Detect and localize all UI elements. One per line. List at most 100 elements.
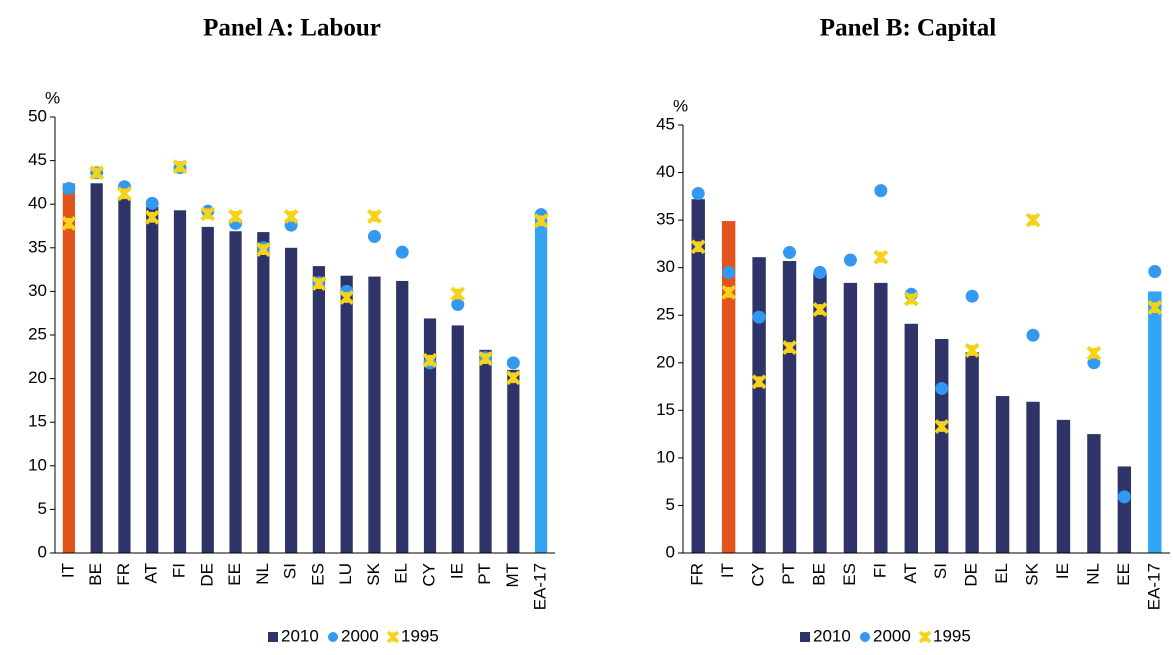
bar	[507, 369, 520, 553]
point	[61, 215, 77, 231]
point	[965, 289, 979, 303]
y-tick-label: 35	[656, 210, 675, 229]
bar	[535, 216, 548, 553]
bar	[843, 282, 858, 553]
x-tick-label: ES	[308, 563, 327, 586]
y-tick-label: 45	[656, 114, 675, 133]
chart-title: Panel B: Capital	[820, 15, 996, 42]
y-tick-label: 10	[28, 455, 47, 474]
bar	[340, 275, 353, 553]
legend-label: 1995	[401, 626, 439, 645]
x-tick-label: BE	[809, 563, 828, 586]
x-tick-label: IE	[1053, 563, 1072, 579]
x-tick-label: FI	[169, 563, 188, 578]
point	[144, 209, 160, 225]
point	[964, 342, 980, 358]
x-tick-label: SI	[281, 563, 300, 579]
point	[1025, 212, 1041, 228]
legend-label: 1995	[933, 626, 971, 645]
point	[843, 253, 857, 267]
y-axis-label: %	[45, 88, 60, 107]
bar	[451, 325, 464, 553]
x-tick-label: CY	[419, 563, 438, 587]
legend-label: 2000	[873, 626, 911, 645]
point	[283, 208, 299, 224]
point	[691, 186, 705, 200]
bar	[173, 210, 187, 553]
y-axis-label: %	[673, 96, 688, 115]
bar	[965, 352, 979, 553]
point	[367, 229, 381, 243]
bar	[312, 266, 325, 553]
x-tick-label: FR	[114, 563, 133, 586]
point	[339, 290, 355, 305]
point	[422, 352, 438, 368]
y-tick-label: 40	[656, 162, 675, 181]
x-tick-label: SI	[931, 563, 950, 579]
y-tick-label: 0	[666, 542, 675, 561]
point	[873, 249, 889, 265]
point	[782, 340, 797, 355]
bar	[146, 206, 159, 554]
point	[89, 165, 105, 181]
point	[367, 208, 382, 224]
y-tick-label: 5	[38, 499, 47, 518]
legend-swatch	[918, 630, 932, 644]
bar	[813, 273, 827, 553]
bar	[1087, 434, 1101, 553]
x-tick-label: BE	[86, 563, 105, 586]
point	[752, 310, 766, 324]
point	[874, 184, 888, 198]
y-tick-label: 20	[656, 352, 675, 371]
x-tick-label: DE	[962, 563, 981, 587]
point	[690, 239, 706, 255]
legend-swatch	[800, 632, 810, 642]
point	[934, 419, 950, 434]
bar	[1117, 466, 1132, 553]
x-tick-label: NL	[1083, 563, 1102, 585]
y-tick-label: 5	[666, 495, 675, 514]
point	[450, 286, 466, 302]
legend-swatch	[386, 630, 400, 644]
y-tick-label: 10	[656, 447, 675, 466]
bar	[935, 339, 949, 553]
point	[935, 381, 949, 395]
x-tick-label: EA-17	[1144, 563, 1163, 610]
bar	[423, 318, 437, 553]
point	[395, 245, 409, 259]
point	[1147, 300, 1163, 316]
x-tick-label: IT	[58, 563, 77, 578]
bar	[874, 282, 888, 553]
point	[903, 291, 919, 307]
point	[62, 182, 76, 196]
legend-swatch	[328, 632, 338, 642]
legend-label: 2010	[813, 626, 851, 645]
bar	[1056, 419, 1071, 553]
point	[451, 297, 465, 311]
bar	[257, 232, 270, 553]
point	[505, 370, 521, 386]
y-tick-label: 25	[656, 305, 675, 324]
legend-swatch	[268, 632, 278, 642]
y-tick-label: 20	[28, 368, 47, 387]
x-tick-label: FI	[870, 563, 889, 578]
bar	[62, 183, 75, 553]
x-tick-label: LU	[336, 563, 355, 585]
point	[228, 208, 243, 224]
point	[1026, 328, 1040, 342]
point	[255, 242, 271, 257]
x-tick-label: PT	[779, 563, 798, 585]
bar	[368, 276, 381, 553]
x-tick-label: MT	[503, 563, 522, 588]
x-tick-label: EA-17	[531, 563, 550, 610]
point	[1087, 356, 1101, 370]
x-tick-label: PT	[475, 563, 494, 585]
x-tick-label: CY	[749, 563, 768, 587]
point	[145, 196, 159, 210]
bar	[1148, 291, 1162, 553]
bar	[752, 257, 766, 553]
y-tick-label: 35	[28, 237, 47, 256]
x-tick-label: SK	[364, 562, 383, 585]
x-tick-label: AT	[142, 563, 161, 583]
legend-swatch	[860, 632, 870, 642]
